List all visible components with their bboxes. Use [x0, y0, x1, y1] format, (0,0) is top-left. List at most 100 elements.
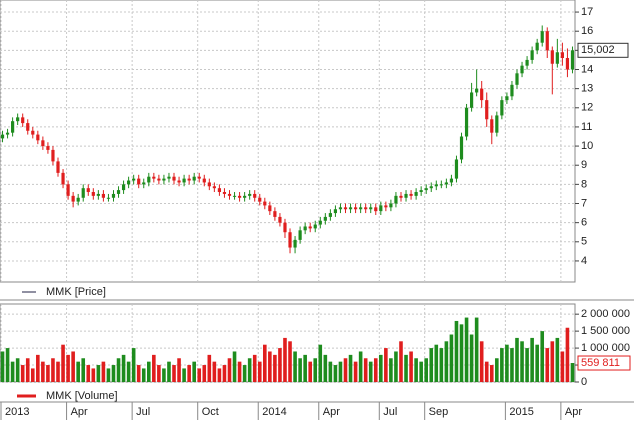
volume-bar: [313, 358, 318, 382]
last-volume-label: 559 811: [581, 357, 620, 369]
y2-tick-label: 0: [581, 376, 587, 388]
candle-body: [313, 224, 317, 229]
candle-body: [147, 176, 151, 183]
volume-bar: [257, 361, 262, 382]
y2-tick-label: 1 500 000: [581, 325, 630, 337]
volume-bar: [288, 341, 292, 382]
candle-body: [540, 31, 544, 43]
volume-bar: [51, 358, 55, 382]
candle-body: [565, 58, 570, 70]
volume-bar: [429, 348, 434, 382]
volume-bar: [434, 344, 439, 382]
volume-bar: [116, 358, 121, 382]
candle-body: [384, 205, 388, 208]
volume-bar: [449, 334, 454, 382]
candle-body: [389, 203, 393, 208]
candle-body: [530, 50, 534, 60]
candle-body: [227, 193, 232, 196]
volume-bar: [444, 341, 449, 382]
legend-volume: MMK [Volume]: [46, 390, 118, 402]
candle-body: [449, 178, 454, 183]
x-tick-label: Jul: [383, 406, 397, 418]
candle-body: [31, 130, 35, 135]
y-tick-label: 17: [581, 6, 593, 18]
volume-bar: [409, 351, 413, 382]
candle-body: [500, 100, 504, 116]
volume-bar: [308, 361, 312, 382]
volume-bar: [91, 368, 96, 382]
candle-body: [464, 107, 469, 137]
candle-body: [394, 195, 398, 204]
candle-body: [197, 176, 201, 179]
volume-bar: [126, 361, 131, 382]
x-tick-label: Apr: [71, 406, 88, 418]
volume-bar: [202, 365, 207, 382]
candle-body: [56, 161, 60, 173]
candle-body: [323, 216, 327, 221]
candle-body: [399, 195, 403, 198]
candle-body: [5, 132, 10, 135]
x-tick-label: Oct: [202, 406, 219, 418]
volume-bar: [379, 354, 383, 382]
candle-body: [232, 195, 237, 197]
volume-bar: [222, 365, 227, 382]
x-tick-label: Apr: [323, 406, 340, 418]
volume-bar: [0, 351, 5, 382]
candle-body: [374, 207, 378, 212]
candle-body: [515, 73, 519, 85]
candle-body: [172, 176, 176, 181]
volume-bar: [454, 320, 459, 382]
volume-bar: [197, 368, 202, 382]
candle-body: [520, 65, 524, 74]
candle-body: [419, 190, 423, 193]
y-tick-label: 9: [581, 159, 587, 171]
volume-bar: [278, 348, 282, 382]
volume-bar: [101, 361, 106, 382]
candle-body: [424, 188, 428, 191]
candle-body: [459, 136, 464, 160]
volume-bar: [81, 358, 86, 382]
candle-body: [36, 134, 40, 141]
y2-tick-label: 2 000 000: [581, 308, 630, 320]
candle-body: [555, 52, 559, 64]
y-tick-label: 7: [581, 197, 587, 209]
y-tick-label: 5: [581, 236, 587, 248]
candle-body: [308, 226, 312, 229]
volume-bar: [469, 334, 474, 382]
volume-bar: [414, 358, 418, 382]
candle-body: [278, 216, 282, 223]
y-tick-label: 4: [581, 255, 587, 267]
candle-body: [16, 117, 20, 122]
candle-body: [167, 176, 171, 179]
candle-body: [439, 184, 443, 186]
candle-body: [121, 184, 126, 191]
volume-bar: [525, 348, 529, 382]
candle-body: [162, 178, 166, 181]
legend-price: MMK [Price]: [46, 286, 106, 298]
candle-body: [570, 50, 575, 70]
candle-body: [475, 88, 479, 93]
y-tick-label: 12: [581, 102, 593, 114]
volume-bar: [157, 365, 161, 382]
candle-body: [434, 184, 438, 187]
candle-body: [273, 211, 277, 217]
candle-body: [202, 178, 206, 183]
volume-bar: [227, 358, 232, 382]
volume-bar: [343, 358, 348, 382]
volume-bar: [96, 365, 101, 382]
volume-bar: [404, 354, 408, 382]
volume-bar: [86, 365, 91, 382]
candle-body: [76, 197, 80, 202]
volume-bar: [61, 344, 65, 382]
candle-body: [46, 146, 50, 150]
volume-bar: [474, 317, 479, 382]
volume-bar: [479, 341, 484, 382]
candle-body: [333, 209, 338, 214]
volume-bar: [565, 327, 570, 382]
candle-body: [343, 207, 348, 210]
y-tick-label: 13: [581, 83, 593, 95]
volume-bar: [545, 348, 550, 382]
candle-body: [545, 31, 549, 51]
candle-body: [298, 230, 302, 240]
